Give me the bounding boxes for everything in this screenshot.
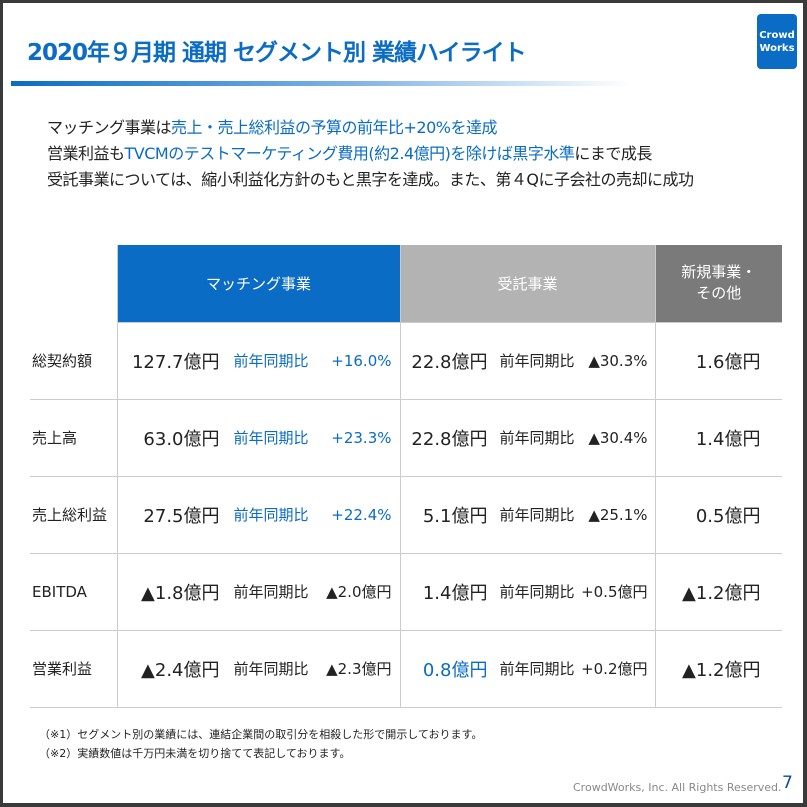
outsourcing-change: ▲30.4%: [588, 428, 648, 447]
summary-line: 営業利益もTVCMのテストマーケティング費用(約2.4億円)を除けば黒字水準にま…: [47, 144, 652, 163]
matching-value: ▲1.8億円: [141, 582, 220, 604]
table-row: 売上高 63.0億円 前年同期比 +23.3% 22.8億円 前年同期比 ▲30.4% …: [30, 399, 782, 477]
summary-text: マッチング事業は売上・売上総利益の予算の前年比+20%を達成 営業利益もTVCM…: [47, 115, 694, 193]
slide: 2020年９月期 通期 セグメント別 業績ハイライト Crowd Works マッ…: [3, 3, 803, 803]
new-business-cell: 1.6億円: [654, 322, 782, 400]
outsourcing-value: 1.4億円: [422, 582, 488, 604]
page-title: 2020年９月期 通期 セグメント別 業績ハイライト: [27, 40, 527, 66]
header-matching: マッチング事業: [116, 245, 400, 323]
yoy-label: 前年同期比: [499, 429, 575, 447]
matching-cell: ▲2.4億円 前年同期比 ▲2.3億円: [116, 630, 400, 708]
matching-value: 63.0億円: [143, 428, 220, 450]
row-label: 売上総利益: [30, 476, 117, 554]
row-label: 総契約額: [30, 322, 117, 400]
outsourcing-value: 22.8億円: [411, 428, 488, 450]
outsourcing-cell: 1.4億円 前年同期比 +0.5億円: [399, 553, 655, 631]
outsourcing-change: ▲25.1%: [588, 505, 648, 524]
table-row: 営業利益 ▲2.4億円 前年同期比 ▲2.3億円 0.8億円 前年同期比 +0.2億円 …: [30, 630, 782, 708]
page-number: 7: [782, 773, 793, 793]
yoy-label: 前年同期比: [499, 660, 575, 678]
table-row: 売上総利益 27.5億円 前年同期比 +22.4% 5.1億円 前年同期比 ▲25.1%…: [30, 476, 782, 554]
row-label: EBITDA: [30, 553, 117, 631]
outsourcing-value: 22.8億円: [411, 351, 488, 373]
matching-change: +23.3%: [331, 428, 392, 447]
matching-cell: 27.5億円 前年同期比 +22.4%: [116, 476, 400, 554]
matching-change: +16.0%: [331, 351, 392, 370]
outsourcing-change: +0.5億円: [581, 583, 648, 601]
header-outsourcing: 受託事業: [399, 245, 655, 323]
matching-change: ▲2.0億円: [326, 583, 392, 601]
summary-line: マッチング事業は売上・売上総利益の予算の前年比+20%を達成: [47, 118, 497, 137]
segment-table: マッチング事業 受託事業 新規事業・ その他 総契約額 127.7億円 前年同期比 +…: [30, 245, 782, 708]
footnotes: （※1）セグメント別の業績には、連結企業間の取引分を相殺した形で開示しております…: [39, 728, 483, 760]
matching-cell: 127.7億円 前年同期比 +16.0%: [116, 322, 400, 400]
yoy-label: 前年同期比: [499, 583, 575, 601]
table-row: EBITDA ▲1.8億円 前年同期比 ▲2.0億円 1.4億円 前年同期比 +0.5億…: [30, 553, 782, 631]
yoy-label: 前年同期比: [233, 429, 309, 447]
copyright: CrowdWorks, Inc. All Rights Reserved.: [573, 781, 782, 794]
new-business-value: ▲1.2億円: [682, 582, 761, 604]
outsourcing-value: 0.8億円: [422, 659, 488, 681]
outsourcing-cell: 22.8億円 前年同期比 ▲30.3%: [399, 322, 655, 400]
matching-value: 27.5億円: [143, 505, 220, 527]
matching-value: ▲2.4億円: [141, 659, 220, 681]
summary-line: 受託事業については、縮小利益化方針のもと黒字を達成。また、第４Qに子会社の売却に…: [47, 170, 694, 189]
matching-cell: ▲1.8億円 前年同期比 ▲2.0億円: [116, 553, 400, 631]
table-header-row: マッチング事業 受託事業 新規事業・ その他: [30, 245, 782, 323]
table-row: 総契約額 127.7億円 前年同期比 +16.0% 22.8億円 前年同期比 ▲30.3…: [30, 322, 782, 400]
new-business-cell: ▲1.2億円: [654, 630, 782, 708]
new-business-cell: 0.5億円: [654, 476, 782, 554]
outsourcing-cell: 5.1億円 前年同期比 ▲25.1%: [399, 476, 655, 554]
row-label: 営業利益: [30, 630, 117, 708]
yoy-label: 前年同期比: [233, 352, 309, 370]
new-business-value: 1.4億円: [695, 428, 761, 450]
new-business-value: ▲1.2億円: [682, 659, 761, 681]
matching-change: +22.4%: [331, 505, 392, 524]
yoy-label: 前年同期比: [499, 506, 575, 524]
header-new-business: 新規事業・ その他: [654, 245, 782, 323]
row-label: 売上高: [30, 399, 117, 477]
matching-change: ▲2.3億円: [326, 660, 392, 678]
matching-cell: 63.0億円 前年同期比 +23.3%: [116, 399, 400, 477]
outsourcing-change: +0.2億円: [581, 660, 648, 678]
outsourcing-cell: 0.8億円 前年同期比 +0.2億円: [399, 630, 655, 708]
crowdworks-logo: Crowd Works: [757, 14, 797, 69]
outsourcing-value: 5.1億円: [422, 505, 488, 527]
yoy-label: 前年同期比: [233, 660, 309, 678]
yoy-label: 前年同期比: [233, 506, 309, 524]
new-business-cell: ▲1.2億円: [654, 553, 782, 631]
title-divider: [11, 81, 631, 86]
new-business-value: 1.6億円: [695, 351, 761, 373]
yoy-label: 前年同期比: [499, 352, 575, 370]
matching-value: 127.7億円: [131, 351, 220, 373]
new-business-value: 0.5億円: [695, 505, 761, 527]
outsourcing-cell: 22.8億円 前年同期比 ▲30.4%: [399, 399, 655, 477]
outsourcing-change: ▲30.3%: [588, 351, 648, 370]
new-business-cell: 1.4億円: [654, 399, 782, 477]
yoy-label: 前年同期比: [233, 583, 309, 601]
